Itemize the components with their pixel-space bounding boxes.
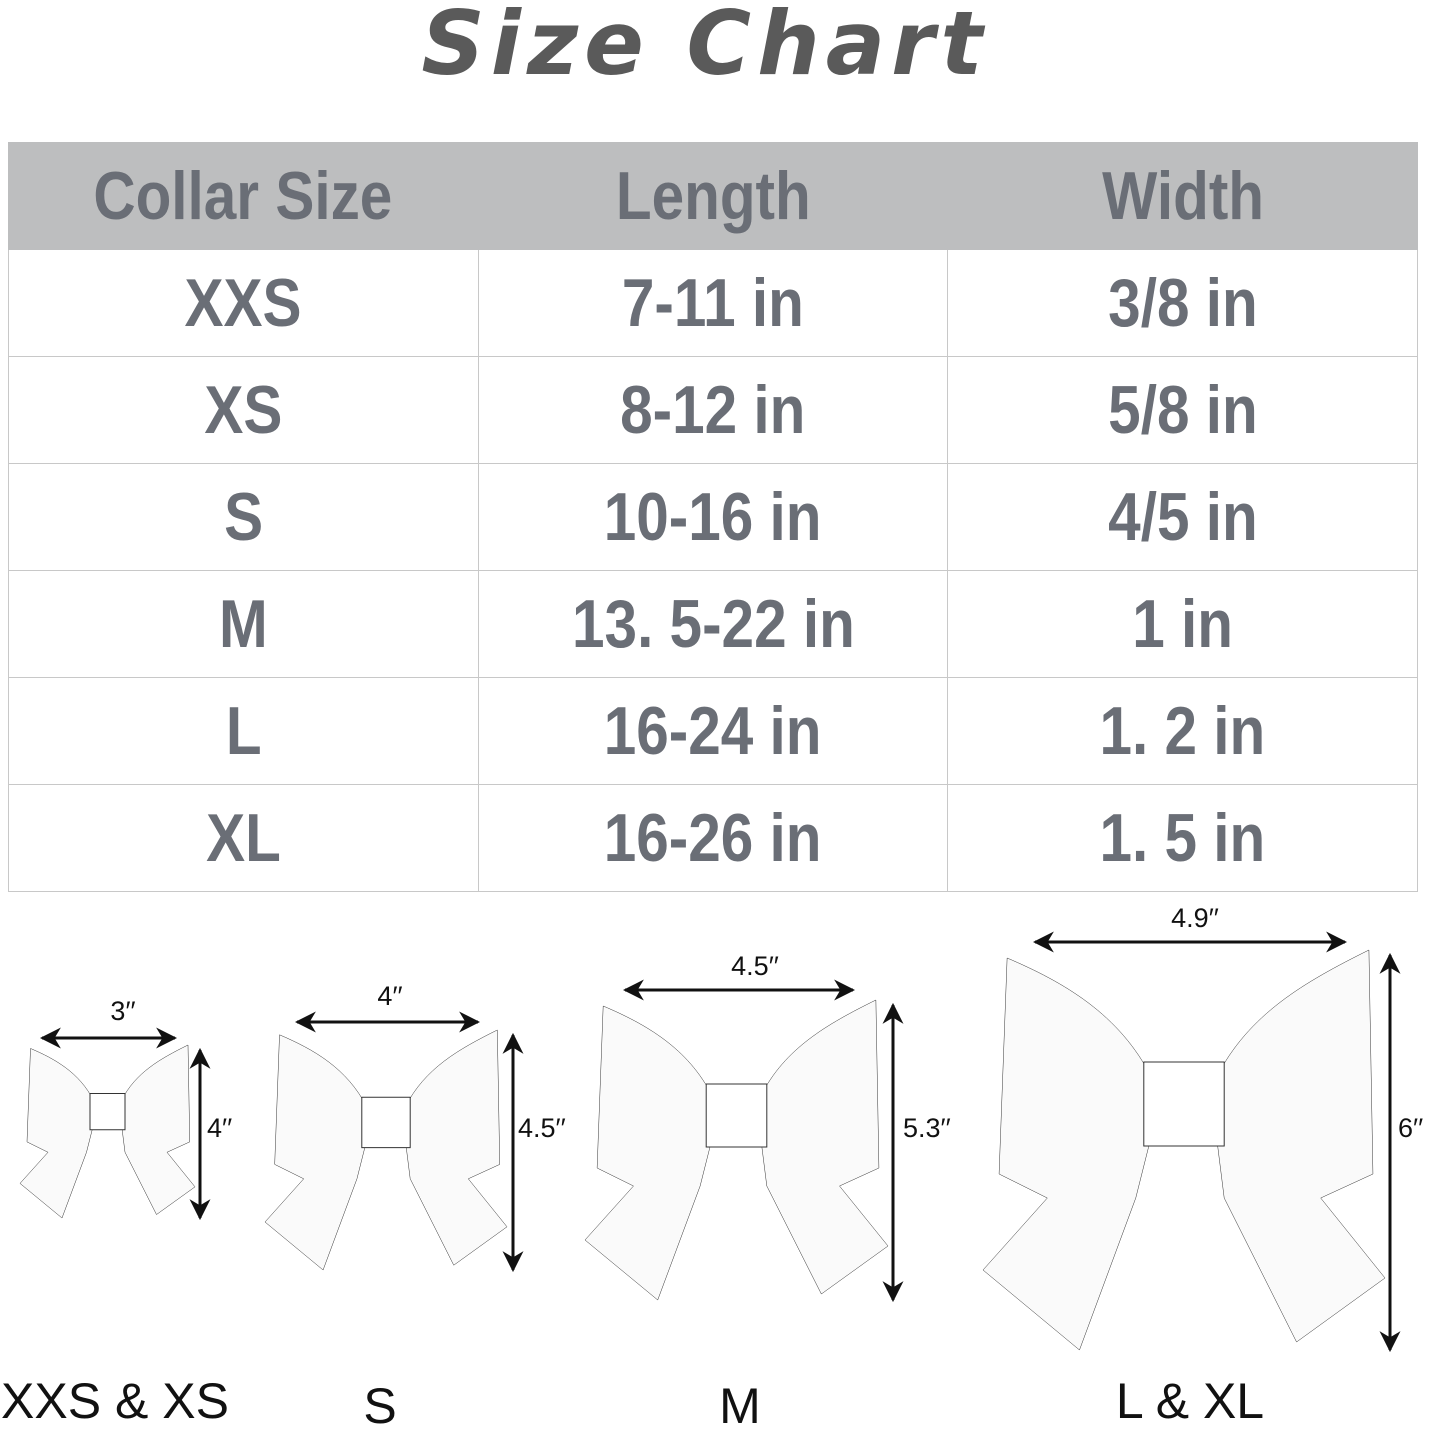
height-label: 4.5′′: [518, 1113, 566, 1143]
width-label: 4.9′′: [1171, 903, 1219, 933]
height-label: 5.3′′: [903, 1113, 951, 1143]
table-row: XL 16-26 in 1. 5 in: [8, 784, 1418, 892]
cell-length: 8-12 in: [477, 356, 949, 464]
cell-width: 4/5 in: [947, 463, 1418, 571]
header-collar-size: Collar Size: [8, 142, 479, 250]
cell-size: XL: [8, 784, 479, 892]
cell-width: 1 in: [947, 570, 1418, 678]
bow-size-label: L & XL: [1115, 1373, 1265, 1429]
width-label: 4.5′′: [731, 951, 779, 981]
size-table: Collar Size Length Width XXS 7-11 in 3/8 i…: [8, 142, 1418, 892]
cell-length: 7-11 in: [477, 249, 949, 357]
bow-shape: [20, 1045, 195, 1218]
page-title: Size Chart: [421, 0, 989, 95]
bow-shape: [983, 950, 1385, 1350]
cell-size: M: [8, 570, 479, 678]
cell-size: L: [8, 677, 479, 785]
header-width: Width: [947, 142, 1418, 250]
cell-width: 3/8 in: [947, 249, 1418, 357]
cell-length: 13. 5-22 in: [477, 570, 949, 678]
bow-1: 4′′ 4.5′′: [265, 981, 566, 1273]
height-label: 4′′: [207, 1113, 232, 1143]
cell-width: 1. 2 in: [947, 677, 1418, 785]
cell-size: S: [8, 463, 479, 571]
bow-size-label: M: [719, 1378, 761, 1434]
height-label: 6′′: [1398, 1113, 1423, 1143]
width-label: 4′′: [377, 981, 402, 1011]
cell-length: 10-16 in: [477, 463, 949, 571]
table-row: M 13. 5-22 in 1 in: [8, 570, 1418, 678]
bow-size-label: S: [363, 1378, 397, 1434]
header-length: Length: [477, 142, 949, 250]
bow-3: 4.9′′ 6′′: [983, 903, 1423, 1353]
cell-size: XXS: [8, 249, 479, 357]
table-row: L 16-24 in 1. 2 in: [8, 677, 1418, 785]
cell-length: 16-26 in: [477, 784, 949, 892]
cell-width: 5/8 in: [947, 356, 1418, 464]
bow-0: 3′′ 4′′: [20, 996, 232, 1221]
cell-length: 16-24 in: [477, 677, 949, 785]
table-row: XS 8-12 in 5/8 in: [8, 356, 1418, 464]
bow-size-label: XXS & XS: [1, 1373, 229, 1429]
bow-shape: [265, 1030, 507, 1270]
table-row: XXS 7-11 in 3/8 in: [8, 249, 1418, 357]
cell-width: 1. 5 in: [947, 784, 1418, 892]
table-header-row: Collar Size Length Width: [8, 142, 1418, 250]
width-label: 3′′: [110, 996, 135, 1026]
bow-shape: [585, 1000, 888, 1300]
cell-size: XS: [8, 356, 479, 464]
table-row: S 10-16 in 4/5 in: [8, 463, 1418, 571]
bow-2: 4.5′′ 5.3′′: [585, 951, 951, 1303]
